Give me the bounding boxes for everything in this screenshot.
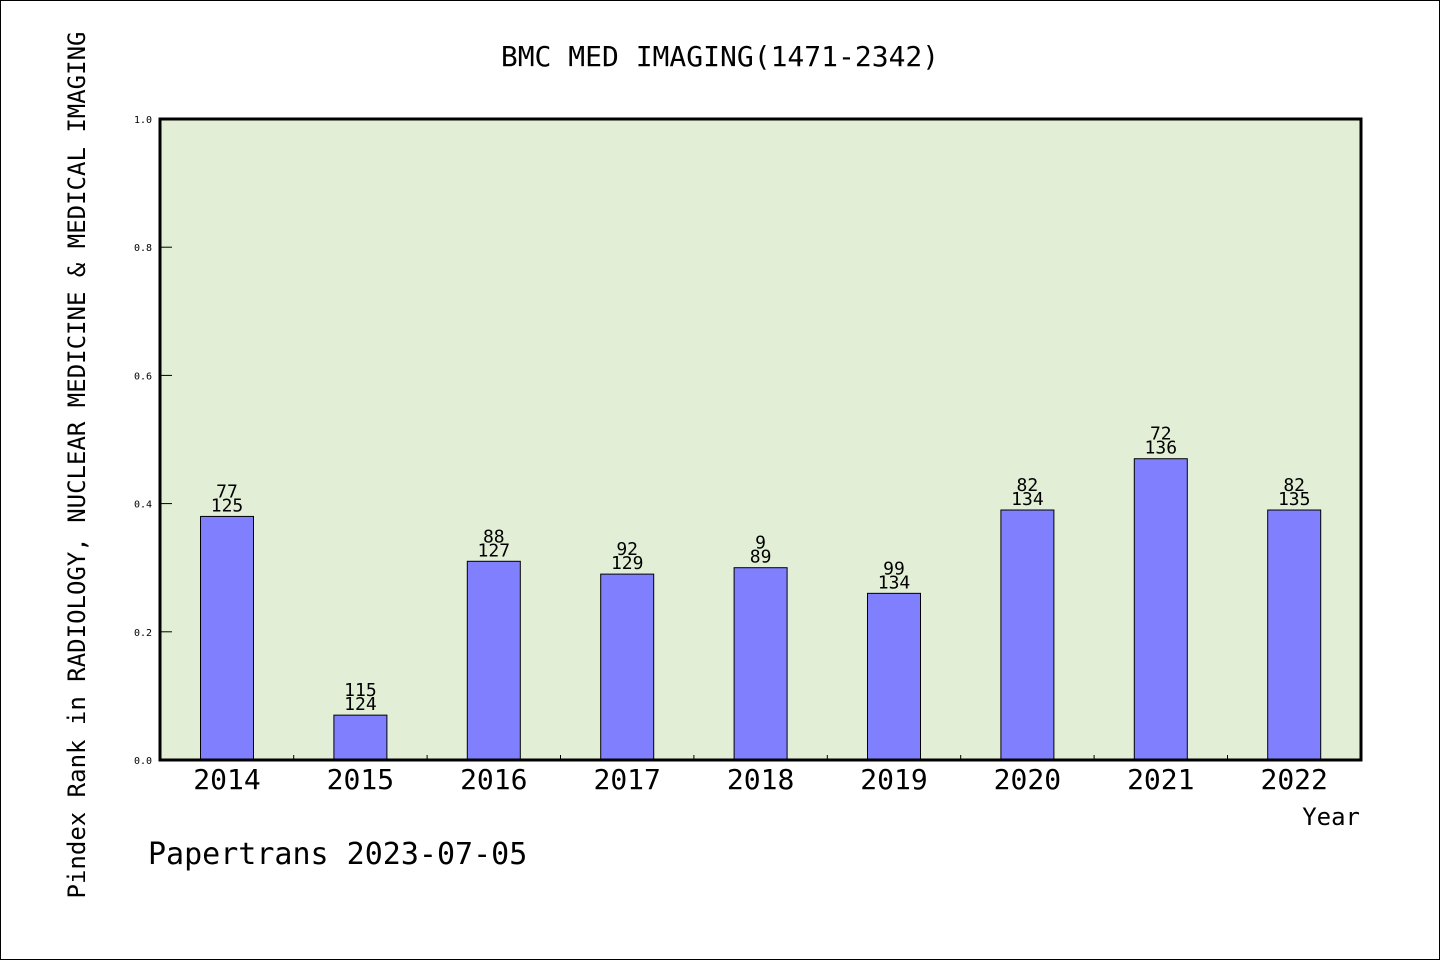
total-label-2020: 134: [1011, 489, 1044, 510]
total-label-2021: 136: [1145, 438, 1178, 459]
x-ticks-group: 2014 2015 2016 2017 2018 2019 2020 2021 2022: [193, 755, 1328, 796]
y-tick-label: 1.0: [134, 115, 152, 126]
bar-2014: [200, 515, 254, 761]
total-label-2018: 89: [750, 547, 772, 568]
y-axis-label: Pindex Rank in RADIOLOGY, NUCLEAR MEDICI…: [63, 32, 91, 899]
x-tick-label-2019: 2019: [860, 763, 927, 796]
y-tick-label: 0.0: [134, 756, 152, 767]
bar-2019: [867, 592, 921, 761]
x-axis-label: Year: [1302, 803, 1360, 831]
x-tick-label-2018: 2018: [727, 763, 794, 796]
y-tick-label: 0.2: [134, 628, 152, 639]
y-tick-label: 0.4: [134, 500, 152, 511]
rank-label-2014: 77: [216, 481, 238, 502]
total-label-2017: 129: [611, 553, 644, 574]
chart-title: BMC MED IMAGING(1471-2342): [501, 40, 939, 73]
rank-label-2022: 82: [1283, 475, 1305, 496]
y-tick-label: 0.6: [134, 371, 152, 382]
x-tick-label-2022: 2022: [1260, 763, 1327, 796]
bar-2018: [733, 567, 788, 761]
x-tick-label-2016: 2016: [460, 763, 527, 796]
x-tick-label-2015: 2015: [327, 763, 394, 796]
x-tick-label-2021: 2021: [1127, 763, 1194, 796]
rank-label-2016: 88: [483, 526, 505, 547]
x-tick-label-2020: 2020: [994, 763, 1061, 796]
rank-label-2018: 9: [755, 533, 766, 554]
footer-text: Papertrans 2023-07-05: [148, 837, 527, 872]
total-label-2016: 127: [478, 540, 511, 561]
bar-2020: [1000, 509, 1055, 761]
rank-label-2019: 99: [883, 558, 905, 579]
bar-2016: [466, 560, 521, 761]
rank-label-2017: 92: [616, 539, 638, 560]
rank-label-2015: 115: [344, 680, 377, 701]
bar-2021: [1133, 458, 1188, 761]
total-label-2019: 134: [878, 572, 911, 593]
bar-2015: [333, 714, 388, 761]
rank-label-2021: 72: [1150, 424, 1172, 445]
bar-2017: [600, 573, 655, 761]
plot-frame: [158, 117, 1363, 762]
total-label-2022: 135: [1278, 489, 1311, 510]
total-label-2014: 125: [211, 495, 244, 516]
y-tick-label: 0.8: [134, 243, 152, 254]
rank-label-2020: 82: [1017, 475, 1039, 496]
x-tick-label-2017: 2017: [593, 763, 660, 796]
total-label-2015: 124: [344, 694, 377, 715]
bar-2022: [1267, 509, 1322, 761]
x-tick-label-2014: 2014: [193, 763, 260, 796]
